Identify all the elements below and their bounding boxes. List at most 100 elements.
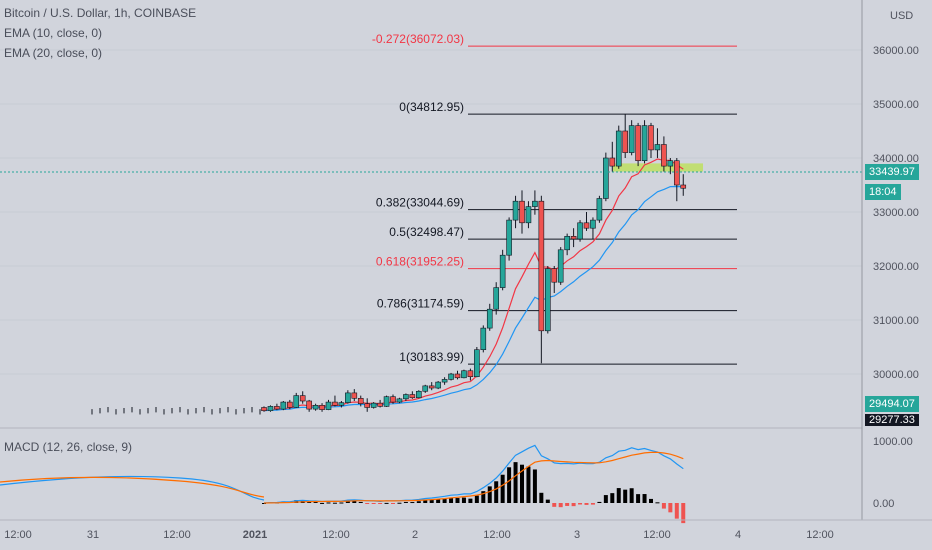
time-tick: 12:00 (322, 529, 350, 541)
candle-body (428, 385, 435, 389)
candle-body (319, 405, 325, 410)
candle-body (648, 125, 654, 151)
time-tick: 12:00 (163, 529, 191, 541)
macd-pane[interactable] (0, 444, 686, 524)
candle-body (557, 249, 564, 283)
macd-histogram-bar (410, 502, 415, 504)
candle-body (338, 402, 345, 406)
candle-body (622, 130, 629, 153)
candlesticks[interactable] (91, 114, 687, 415)
macd-histogram-bar (474, 495, 479, 503)
time-tick: 12:00 (806, 529, 834, 541)
macd-histogram-bar (403, 501, 408, 503)
candle-body (673, 160, 680, 186)
price-tick: 34000.00 (873, 153, 919, 165)
candle-body (357, 397, 364, 404)
candle-body (506, 219, 512, 256)
macd-histogram-bar (532, 469, 537, 503)
macd-histogram-bar (365, 503, 370, 504)
candle-body (661, 144, 667, 167)
symbol-legend[interactable]: Bitcoin / U.S. Dollar, 1h, COINBASE (4, 6, 197, 20)
candle-body (570, 236, 577, 240)
macd-histogram-bar (558, 503, 563, 508)
time-tick: 2021 (243, 529, 267, 541)
candle-body (299, 395, 306, 402)
macd-legend[interactable]: MACD (12, 26, close, 9) (4, 440, 133, 454)
macd-histogram-bar (539, 492, 544, 503)
candle-body (493, 287, 500, 310)
candle-body (383, 396, 390, 407)
macd-histogram-bar (616, 488, 621, 503)
macd-histogram-bar (345, 501, 350, 503)
price-axis[interactable]: 36000.00 35000.00 34000.00 33000.00 32000.00… (873, 45, 919, 381)
macd-histogram-bar (416, 501, 421, 503)
price-tick: 35000.00 (873, 99, 919, 111)
fib-label: 0(34812.95) (399, 100, 464, 114)
candle-body (667, 160, 674, 167)
macd-tick: 0.00 (873, 498, 894, 510)
macd-histogram-bar (358, 501, 363, 503)
macd-histogram-bar (636, 494, 641, 503)
candle-body (551, 268, 558, 283)
macd-histogram-bar (494, 481, 499, 503)
time-tick: 12:00 (483, 529, 511, 541)
current-price-tag: 33439.97 (865, 164, 919, 180)
candle-body (325, 401, 332, 410)
macd-histogram-bar (500, 474, 505, 503)
macd-histogram-bar (442, 498, 447, 503)
candle-body (312, 405, 319, 410)
candle-body (280, 401, 287, 410)
ema20-legend[interactable]: EMA (20, close, 0) (4, 46, 103, 60)
macd-histogram-bar (449, 497, 454, 503)
candle-body (267, 406, 274, 412)
signal-line-early (0, 476, 265, 498)
candle-body (519, 200, 525, 224)
candle-body (512, 200, 519, 221)
macd-histogram-bar (507, 467, 512, 503)
countdown-tag: 18:04 (865, 184, 901, 200)
candle-body (293, 395, 300, 408)
time-axis[interactable]: 12:00 31 12:00 2021 12:00 2 12:00 3 12:00 4 12:00 (4, 529, 834, 541)
macd-histogram-bar (655, 502, 660, 504)
plot-background (0, 0, 862, 550)
candle-body (615, 130, 622, 167)
candle-body (532, 200, 538, 207)
price-tick: 30000.00 (873, 369, 919, 381)
candle-body (603, 157, 609, 199)
macd-histogram-bar (487, 486, 492, 503)
fib-label: -0.272(36072.03) (372, 32, 464, 46)
macd-histogram-bar (378, 503, 383, 504)
candle-body (390, 396, 396, 403)
candle-body (409, 394, 416, 399)
macd-tick: 1000.00 (873, 436, 913, 448)
candle-body (544, 268, 551, 332)
ema20-line (263, 185, 684, 412)
fib-label: 0.5(32498.47) (389, 225, 464, 239)
macd-axis[interactable]: 1000.00 0.00 (873, 436, 913, 510)
candle-body (680, 184, 687, 189)
candle-body (474, 349, 480, 378)
macd-histogram-bar (565, 503, 570, 506)
ema10-legend[interactable]: EMA (10, close, 0) (4, 26, 103, 40)
macd-histogram-bar (326, 502, 331, 504)
macd-histogram-bar (552, 503, 557, 507)
macd-histogram-bar (623, 489, 628, 503)
candle-body (461, 370, 467, 379)
macd-histogram-bar (642, 494, 647, 503)
price-tick: 33000.00 (873, 207, 919, 219)
candle-body (654, 144, 661, 151)
macd-histogram-bar (649, 498, 653, 503)
macd-histogram-bar (674, 503, 679, 519)
price-tick: 32000.00 (873, 261, 919, 273)
candle-body (538, 200, 545, 332)
macd-histogram-bar (468, 498, 473, 503)
ema-price-tag: 29494.07 (865, 396, 919, 412)
ema-price-tag-2: 29277.33 (865, 414, 919, 426)
candle-body (306, 400, 312, 410)
candle-body (332, 401, 338, 406)
macd-histogram-bar (526, 466, 531, 503)
signal-line (263, 451, 684, 504)
candle-body (351, 392, 358, 399)
candle-body (486, 308, 493, 329)
